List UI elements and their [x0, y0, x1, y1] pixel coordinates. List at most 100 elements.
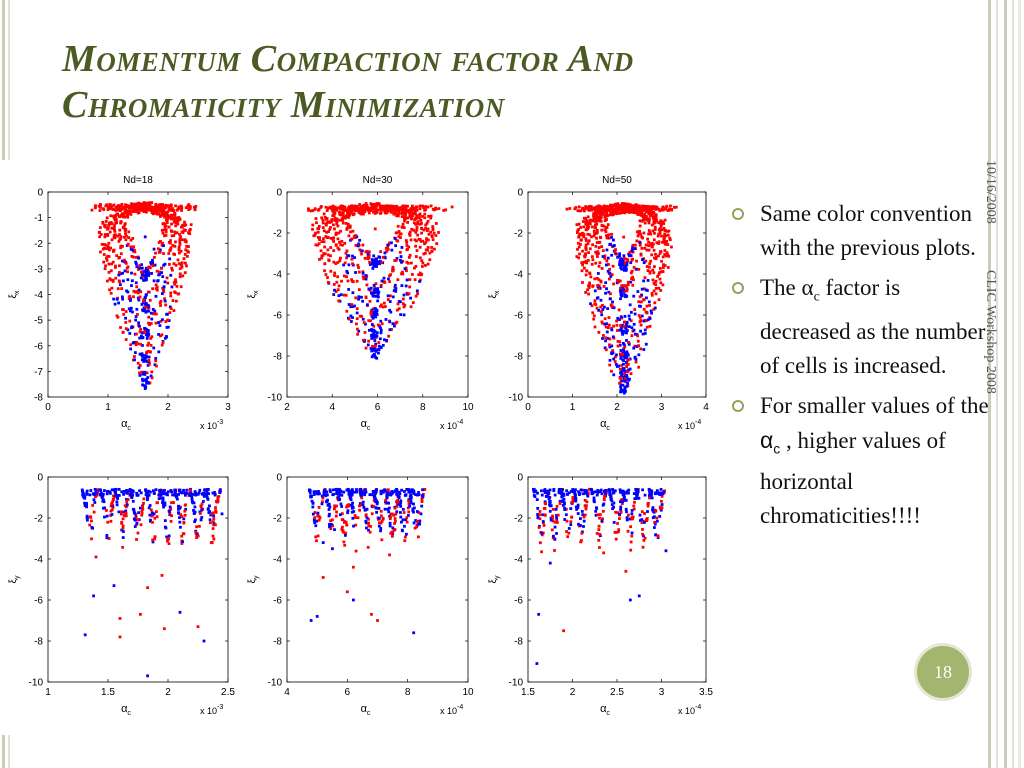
point-blue: [370, 337, 374, 340]
point-blue: [148, 490, 152, 494]
point-red: [588, 204, 592, 208]
point-red: [388, 280, 391, 283]
x-multiplier: x 10-4: [678, 704, 701, 716]
point-red: [391, 210, 394, 213]
point-blue: [574, 497, 578, 501]
point-red: [389, 515, 392, 519]
point-blue: [638, 519, 642, 522]
point-red: [584, 217, 588, 220]
point-red: [329, 236, 333, 240]
point-red: [164, 230, 168, 234]
point-red: [122, 514, 126, 517]
point-blue: [152, 491, 156, 495]
point-red: [145, 210, 148, 214]
point-red: [584, 243, 588, 247]
point-red: [629, 525, 633, 529]
point-blue: [655, 519, 659, 523]
point-red: [112, 216, 116, 220]
point-red: [216, 495, 220, 499]
point-blue: [144, 270, 147, 274]
point-blue: [650, 490, 654, 494]
point-red: [183, 261, 187, 265]
point-blue: [632, 322, 636, 326]
point-red: [150, 205, 153, 209]
point-red: [630, 204, 633, 208]
point-red: [418, 207, 422, 211]
point-blue: [183, 493, 187, 497]
point-red: [146, 267, 149, 271]
point-red: [107, 537, 111, 540]
point-blue: [328, 488, 332, 492]
point-red: [421, 239, 425, 243]
point-red: [152, 312, 156, 316]
point-red: [330, 218, 334, 221]
point-blue: [143, 275, 147, 279]
point-blue: [375, 334, 379, 338]
point-blue: [619, 289, 623, 292]
point-red: [581, 249, 584, 253]
point-red: [595, 241, 599, 244]
point-red: [379, 211, 383, 215]
point-red: [123, 215, 127, 219]
point-red: [361, 243, 365, 247]
point-red: [314, 217, 318, 220]
point-blue: [633, 497, 637, 501]
point-red: [595, 236, 598, 240]
point-red: [370, 203, 374, 207]
point-red: [163, 213, 167, 217]
point-red: [412, 206, 416, 210]
point-red: [425, 237, 428, 241]
point-red: [108, 203, 112, 207]
point-red: [338, 259, 342, 263]
point-red: [599, 219, 603, 223]
point-blue: [636, 488, 640, 492]
point-red: [126, 265, 130, 269]
point-red: [590, 304, 594, 308]
point-red: [325, 230, 328, 234]
y-axis-label: ξy: [8, 575, 21, 583]
point-red: [124, 321, 128, 324]
point-red: [104, 204, 108, 208]
point-red: [409, 305, 413, 309]
point-red: [147, 290, 150, 294]
point-blue: [193, 518, 197, 522]
point-red: [138, 295, 142, 299]
point-red: [384, 499, 388, 502]
point-red: [629, 319, 633, 323]
point-red: [396, 302, 400, 306]
point-red: [431, 207, 435, 211]
point-red: [364, 296, 368, 300]
point-red: [126, 270, 129, 274]
point-blue: [205, 490, 209, 494]
point-blue: [168, 257, 172, 261]
point-red: [121, 517, 125, 521]
point-blue: [121, 259, 124, 263]
point-red: [426, 248, 429, 252]
x-axis-label: αc: [361, 703, 371, 717]
point-red: [124, 238, 128, 242]
point-red: [136, 208, 140, 212]
point-red: [590, 262, 594, 266]
point-red: [611, 349, 615, 353]
point-red: [90, 208, 94, 212]
point-red: [164, 215, 168, 219]
point-red: [372, 499, 376, 502]
point-blue: [615, 365, 619, 368]
point-blue: [137, 288, 141, 292]
point-red: [616, 210, 620, 214]
point-blue: [370, 323, 374, 326]
point-red: [647, 207, 651, 211]
point-blue: [376, 290, 380, 294]
point-blue: [605, 322, 608, 326]
point-red: [343, 241, 347, 245]
point-blue: [563, 508, 567, 512]
y-tick-label: 0: [276, 473, 282, 484]
point-blue: [601, 255, 605, 258]
x-tick-label: 2: [614, 402, 620, 413]
point-red: [619, 511, 623, 514]
point-blue: [370, 493, 373, 497]
point-red: [364, 202, 368, 205]
point-red: [369, 313, 373, 316]
point-blue: [595, 493, 599, 497]
point-red: [137, 205, 141, 209]
